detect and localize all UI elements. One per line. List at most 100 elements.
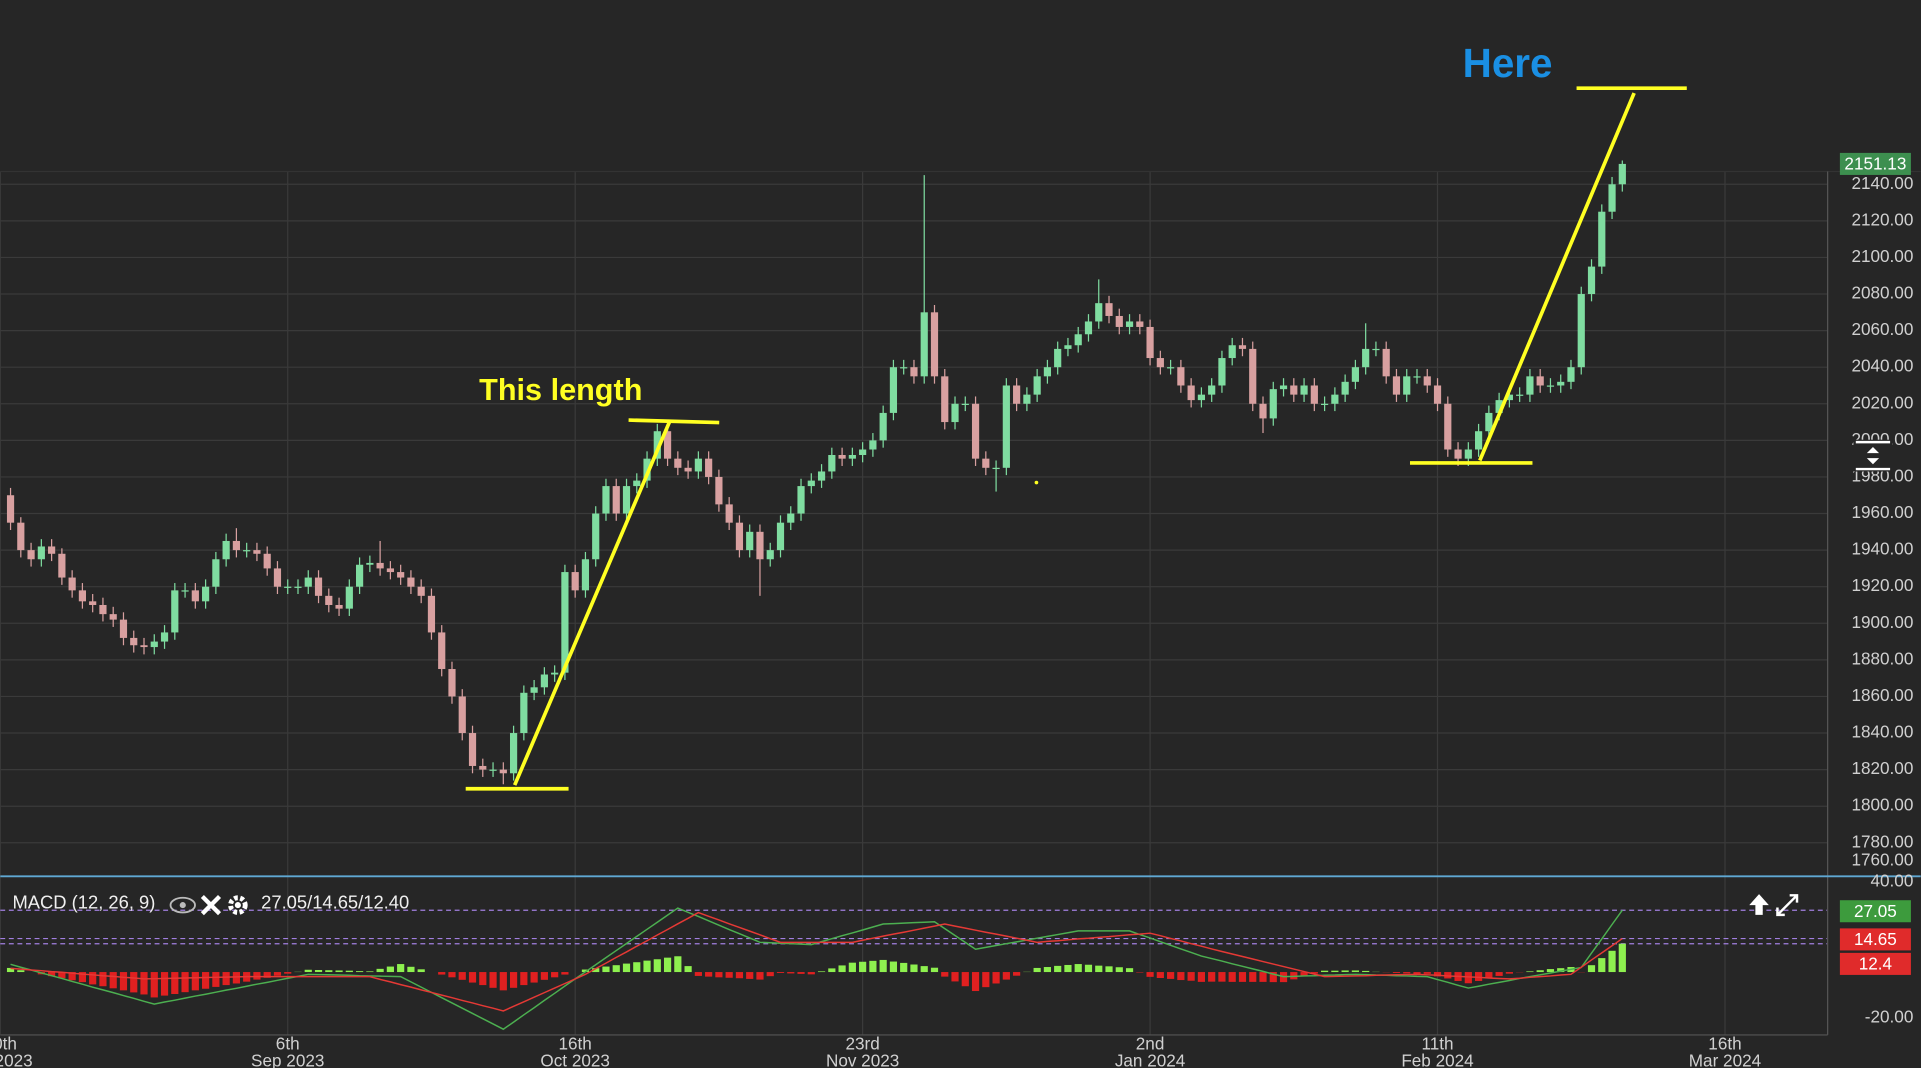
histogram-bar — [1485, 972, 1493, 979]
histogram-bar — [1423, 972, 1431, 974]
candle-body — [304, 577, 312, 587]
candle-body — [520, 692, 528, 734]
histogram-bar — [1321, 970, 1329, 973]
candle-body — [1064, 345, 1072, 349]
candle-body — [130, 637, 138, 646]
candle-body — [1197, 394, 1206, 401]
candle-body — [1136, 321, 1144, 327]
candle-body — [1392, 376, 1401, 395]
indicator-value-box: 14.65 — [1839, 928, 1911, 951]
histogram-bar — [817, 971, 826, 973]
candle-body — [982, 458, 990, 468]
x-tick-month: Jan 2024 — [1115, 1050, 1186, 1068]
candle-body — [694, 458, 702, 472]
indicator-value-box-bg — [1839, 928, 1911, 951]
indicator-value-box-bg — [1839, 900, 1911, 923]
eye-icon[interactable] — [169, 896, 196, 914]
candle-body — [1054, 348, 1062, 368]
candle-body — [1310, 385, 1318, 404]
candle-body — [1341, 381, 1349, 395]
x-tick-month: Oct 2023 — [540, 1050, 610, 1068]
histogram-bar — [1095, 965, 1103, 973]
indicator-value-box-text: 14.65 — [1854, 929, 1897, 949]
candle-body — [17, 522, 25, 551]
histogram-bar — [971, 972, 980, 992]
y-tick-label: 1800.00 — [1851, 795, 1913, 815]
settings-icon[interactable] — [228, 895, 248, 915]
candle-body — [1454, 449, 1462, 459]
candle-body — [48, 546, 56, 554]
histogram-bar — [1064, 964, 1072, 973]
candle-body — [273, 568, 282, 587]
candle-body — [1587, 266, 1596, 295]
candle-body — [1485, 412, 1493, 432]
x-tick-month: Mar 2024 — [1689, 1050, 1762, 1068]
candle-body — [540, 674, 548, 688]
histogram-bar — [653, 959, 661, 973]
candle-body — [376, 562, 384, 569]
x-tick-month: Feb 2024 — [1401, 1050, 1474, 1068]
candle-body — [1156, 358, 1164, 368]
scale-icon[interactable] — [1853, 439, 1893, 472]
candle-body — [243, 550, 251, 552]
histogram-bar — [109, 972, 117, 989]
candle-body — [859, 449, 867, 455]
histogram-bar — [1238, 972, 1247, 982]
candle-body — [119, 619, 128, 638]
candle-body — [1105, 303, 1113, 316]
last-price: 2151.13 — [1839, 152, 1911, 175]
candle-body — [212, 559, 220, 587]
y-tick-label: 1780.00 — [1851, 831, 1913, 851]
maximize-icon[interactable] — [1776, 894, 1799, 917]
candle-body — [1403, 376, 1411, 395]
histogram-bar — [622, 963, 631, 973]
histogram-bar — [910, 964, 918, 973]
histogram-bar — [1259, 972, 1267, 982]
candle-body — [551, 672, 559, 675]
candle-body — [1125, 321, 1134, 327]
x-tick-label: 30th — [0, 1033, 17, 1053]
close-icon[interactable] — [200, 895, 222, 916]
histogram-bar — [479, 972, 487, 986]
histogram-bar — [489, 972, 497, 988]
x-tick-month: Jul 2023 — [0, 1050, 33, 1068]
candle-body — [222, 540, 230, 560]
histogram-bar — [1177, 972, 1185, 981]
candle-body — [1249, 348, 1257, 404]
candle-body — [150, 641, 158, 648]
move-up-icon[interactable] — [1749, 894, 1769, 915]
candle-body — [797, 486, 805, 514]
candle-body — [1279, 385, 1288, 390]
histogram-bar — [314, 969, 323, 973]
y-tick-label: 1960.00 — [1851, 502, 1913, 522]
histogram-bar — [540, 972, 548, 980]
histogram-bar — [253, 972, 261, 980]
candle-body — [1167, 367, 1175, 369]
candle-body — [612, 486, 620, 514]
histogram-bar — [48, 972, 56, 977]
candle-body — [1269, 389, 1277, 419]
last-price-bg — [1839, 152, 1911, 175]
histogram-bar — [1146, 972, 1154, 977]
indicator-values: 27.05/14.65/12.40 — [261, 892, 409, 913]
candle-body — [1362, 348, 1370, 368]
histogram-bar — [1043, 967, 1052, 973]
histogram-bar — [776, 972, 785, 973]
indicator-value-box-text: 12.4 — [1859, 954, 1893, 974]
indicator-line — [10, 907, 1623, 1031]
candle-body — [879, 412, 887, 441]
candle-body — [817, 471, 826, 481]
candle-body — [920, 312, 928, 377]
candle-body — [1351, 367, 1359, 382]
histogram-bar — [1608, 950, 1616, 973]
candle-body — [27, 550, 35, 560]
candle-body — [1300, 385, 1308, 395]
candle-body — [68, 577, 76, 591]
histogram-bar — [366, 971, 374, 973]
histogram-bar — [222, 972, 230, 986]
histogram-bar — [232, 972, 240, 984]
histogram-bar — [89, 972, 97, 985]
candle-body — [1557, 381, 1565, 386]
histogram-bar — [212, 972, 220, 987]
